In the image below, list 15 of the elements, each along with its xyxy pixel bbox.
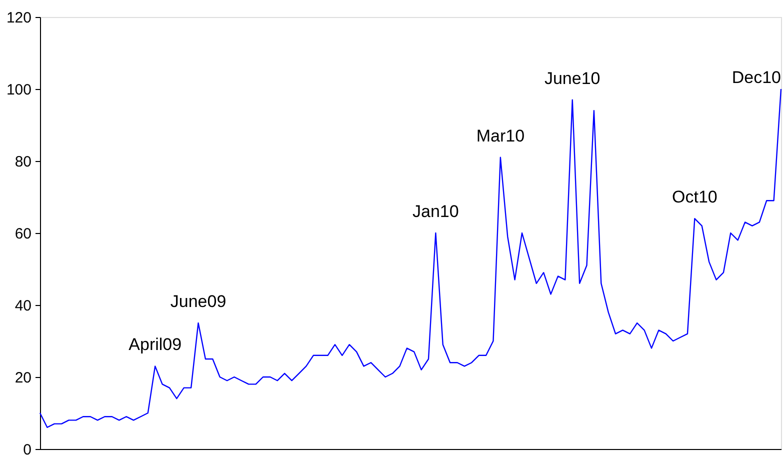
annotation: Jan10: [412, 202, 459, 221]
y-tick-label: 100: [6, 82, 32, 98]
annotation: Mar10: [476, 126, 525, 146]
y-tick-label: 20: [14, 370, 32, 386]
y-tick-label: 60: [14, 226, 32, 242]
annotation: Dec10: [732, 68, 781, 87]
y-tick-label: 40: [14, 298, 32, 314]
annotation: June10: [544, 68, 600, 88]
annotation: Oct10: [672, 188, 718, 207]
annotation: April09: [128, 335, 182, 354]
y-tick-label: 0: [23, 442, 32, 458]
y-tick-label: 120: [6, 10, 32, 26]
line-series: [39, 88, 782, 428]
annotation: June09: [170, 292, 226, 311]
y-tick-label: 80: [14, 154, 32, 170]
